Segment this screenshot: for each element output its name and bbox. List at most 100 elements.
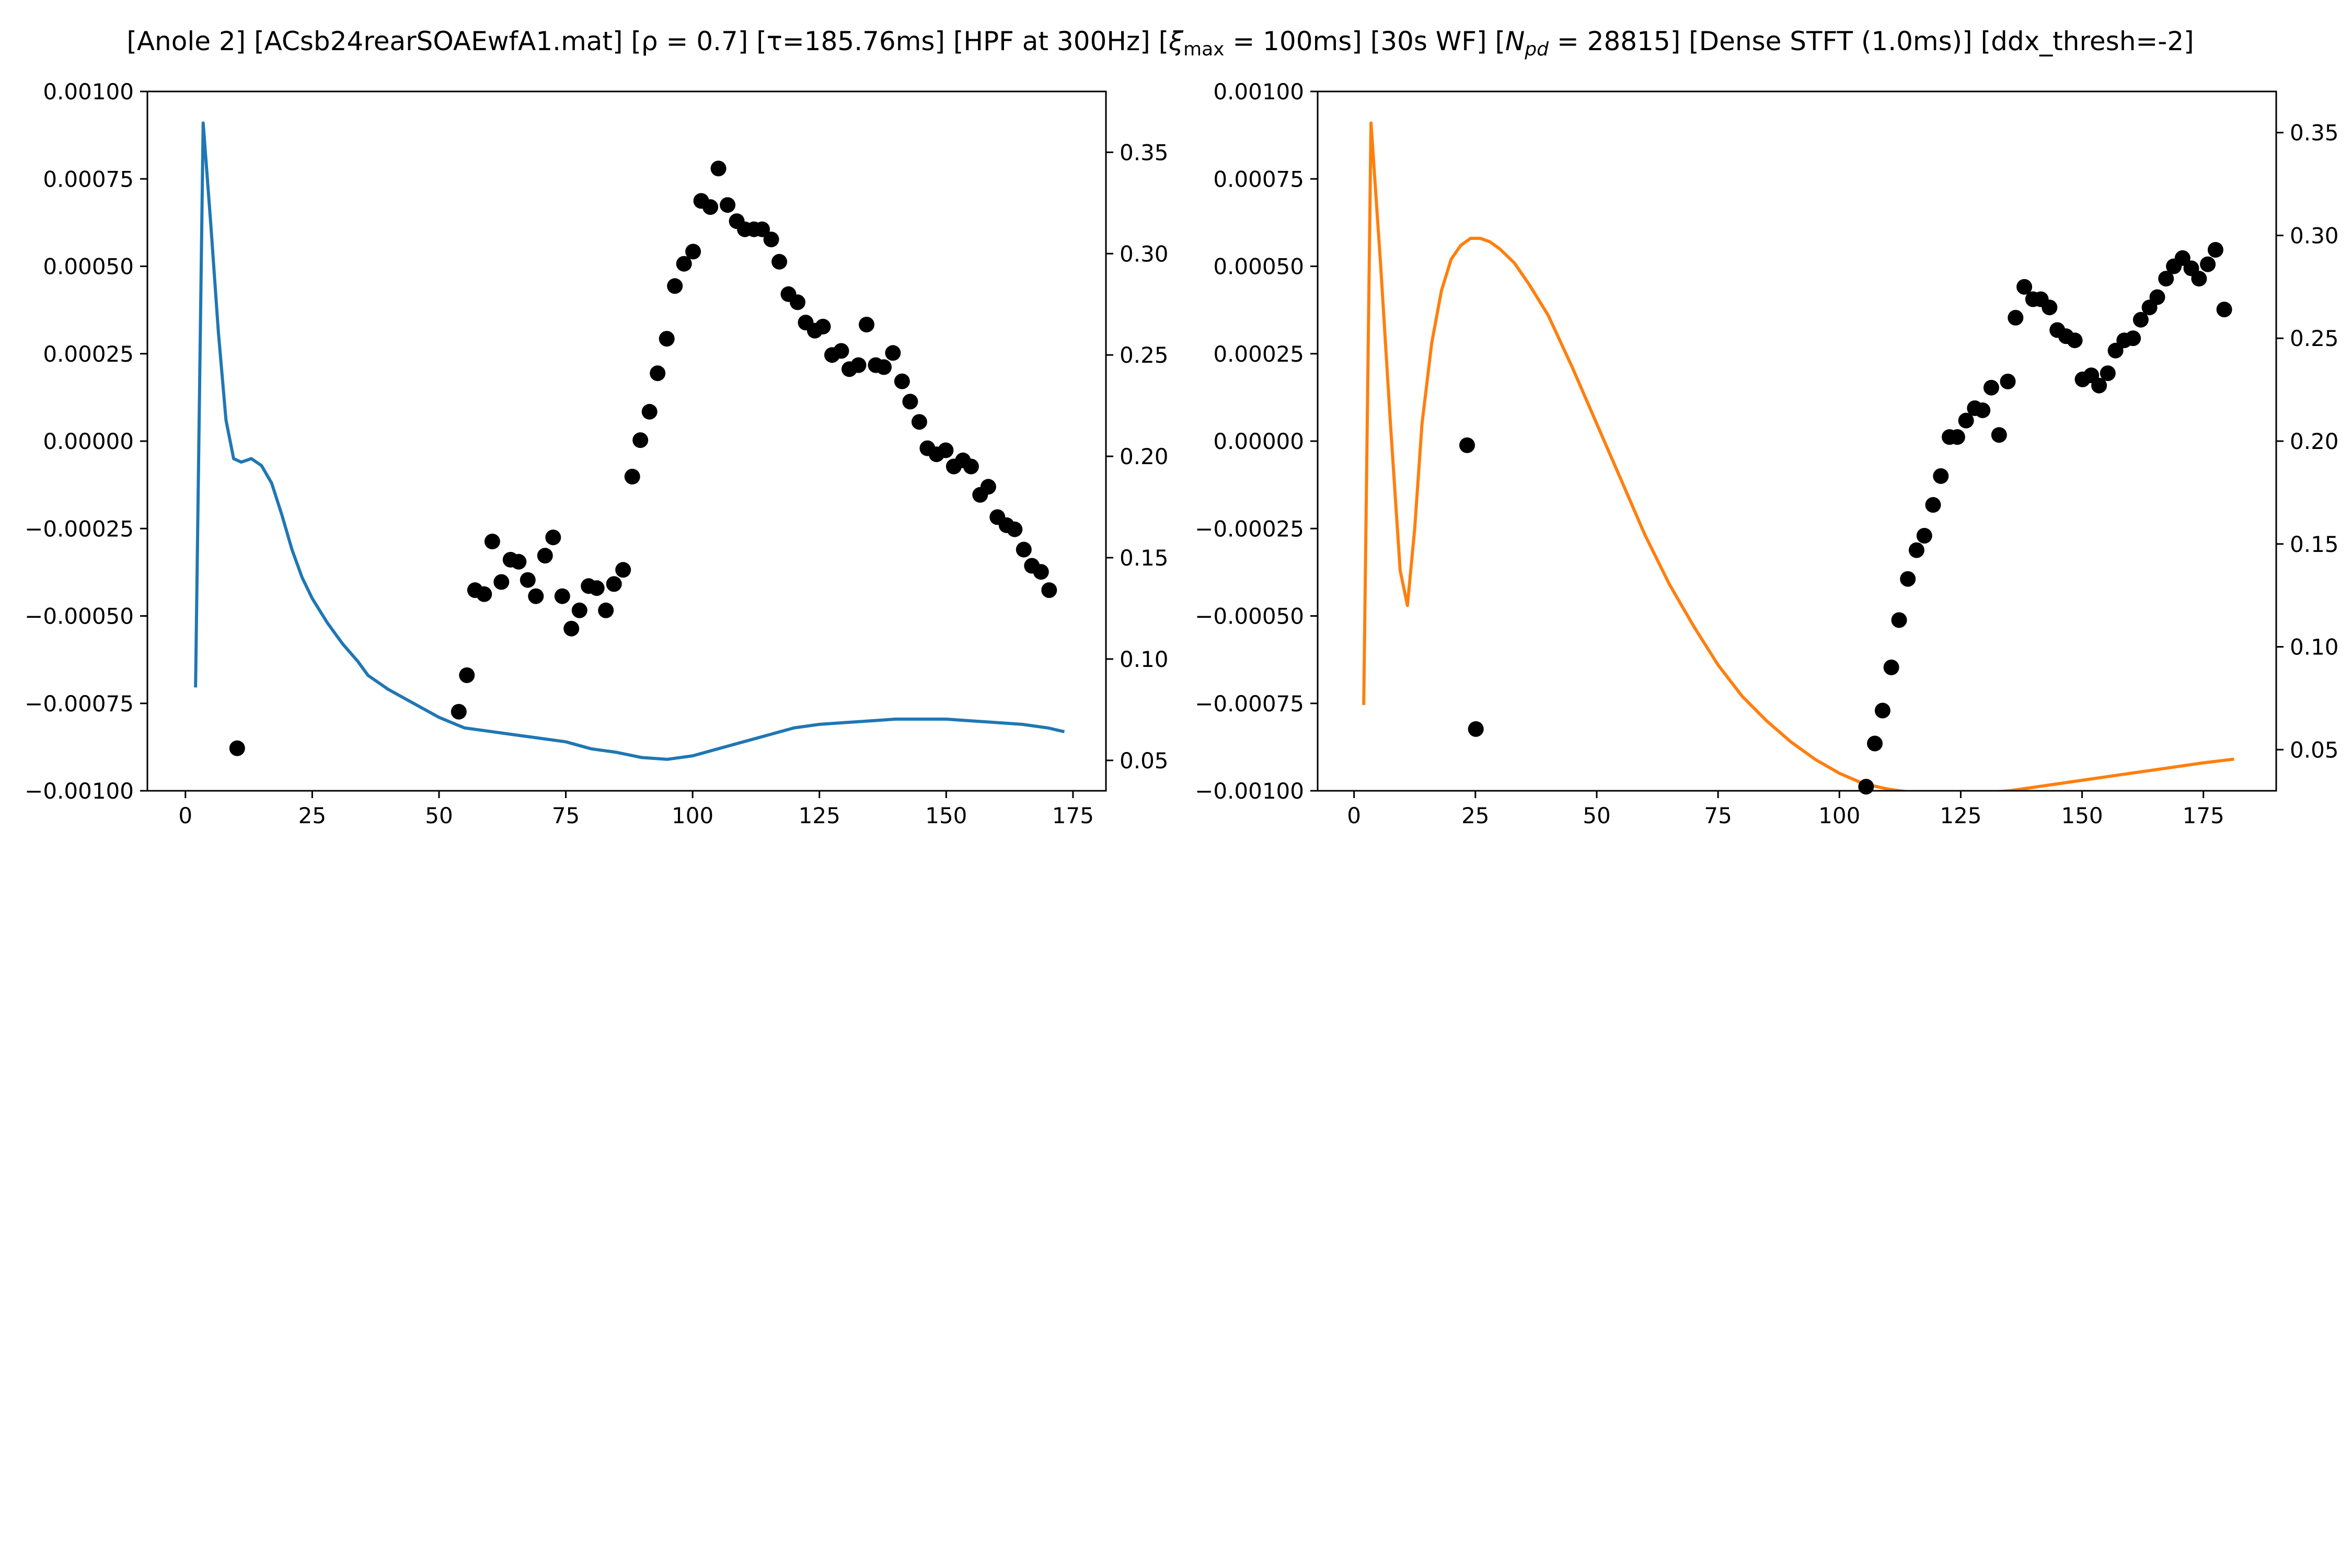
scatter-point (459, 667, 475, 683)
scatter-point (606, 576, 622, 592)
scatter-point (1883, 659, 1899, 675)
scatter-point (685, 244, 701, 260)
scatter-point (1016, 541, 1032, 558)
scatter-point (1991, 427, 2007, 443)
scatter-point (1007, 521, 1023, 537)
scatter-point (624, 468, 640, 485)
scatter-point (859, 317, 874, 332)
x-tick-label: 0 (178, 803, 192, 828)
y-left-tick-label: 0.00025 (1213, 341, 1304, 367)
y-left-tick-label: 0.00025 (43, 341, 134, 367)
x-tick-label: 75 (552, 803, 580, 828)
y-left-tick-label: −0.00050 (1195, 604, 1304, 629)
chart-left: 0 25 50 75 100 125 150 175 0.00100 0.00075 0.00050… (25, 79, 1168, 828)
y-left-tick-label: −0.00025 (1195, 516, 1304, 541)
y-left-tick-label: 0.00050 (43, 254, 134, 280)
scatter-point (790, 294, 805, 310)
figure-title: [Anole 2] [ACsb24rearSOAEwfA1.mat] [ρ = … (126, 26, 2194, 60)
y-right-tick-label: 0.35 (1120, 140, 1169, 165)
scatter-point (537, 548, 553, 564)
scatter-point (2067, 332, 2083, 349)
scatter-point (894, 373, 910, 389)
x-tick-label: 0 (1347, 803, 1361, 828)
scatter-point (815, 318, 831, 335)
y-right-tick-label: 0.10 (2290, 635, 2339, 660)
y-right-tick-label: 0.25 (1120, 342, 1169, 368)
scatter-point (2008, 309, 2024, 326)
scatter-point (2207, 242, 2223, 258)
scatter-point (632, 432, 649, 448)
scatter-point (1867, 735, 1883, 752)
y-right-tick-label: 0.30 (1120, 241, 1169, 267)
scatter-point (493, 574, 510, 590)
y-left-tick-label: 0.00000 (1213, 429, 1304, 454)
scatter-point (1858, 779, 1874, 795)
x-tick-label: 125 (799, 803, 840, 828)
x-tick-label: 175 (2183, 803, 2224, 828)
scatter-point (2091, 377, 2107, 394)
scatter-point (1459, 437, 1475, 453)
scatter-point (2200, 256, 2216, 272)
series-line (1362, 121, 2234, 791)
scatter-point (2158, 271, 2174, 287)
scatter-point (451, 704, 467, 720)
scatter-point (571, 602, 587, 618)
scatter-point (554, 588, 570, 604)
y-left-tick-label: −0.00075 (1195, 691, 1304, 717)
scatter-point (667, 278, 683, 294)
x-tick-label: 100 (672, 803, 713, 828)
scatter-point (1916, 528, 1932, 544)
scatter-point (2191, 271, 2207, 287)
y-right-tick-label: 0.20 (2290, 429, 2339, 454)
x-tick-label: 100 (1818, 803, 1860, 828)
scatter-point (2132, 312, 2149, 328)
y-left-tick-label: 0.00100 (1213, 79, 1304, 105)
scatter-point (641, 403, 658, 420)
scatter-point (1874, 702, 1890, 719)
scatter-point (702, 199, 719, 215)
x-tick-label: 75 (1704, 803, 1732, 828)
y-right-tick-label: 0.30 (2290, 223, 2339, 248)
y-right-tick-label: 0.05 (2290, 737, 2339, 763)
scatter-point (520, 572, 536, 588)
scatter-point (676, 256, 692, 272)
y-left-tick-label: −0.00050 (25, 604, 134, 629)
y-left-tick-label: 0.00075 (43, 166, 134, 192)
x-tick-label: 175 (1052, 803, 1094, 828)
y-right-tick-label: 0.10 (1120, 647, 1169, 672)
scatter-point (229, 740, 245, 756)
y-left-tick-label: 0.00075 (1213, 166, 1304, 192)
scatter-point (1468, 721, 1484, 737)
scatter-point (1958, 412, 1974, 429)
scatter-point (598, 602, 614, 618)
y-right-tick-label: 0.05 (1120, 748, 1169, 774)
y-right-tick-label: 0.25 (2290, 326, 2339, 351)
scatter-point (1041, 582, 1057, 598)
scatter-point (980, 479, 996, 495)
scatter-point (1933, 468, 1949, 484)
scatter-point (528, 588, 544, 604)
scatter-point (2100, 365, 2116, 382)
scatter-point (938, 442, 954, 458)
x-tick-label: 25 (1461, 803, 1489, 828)
y-left-tick-label: −0.00075 (25, 691, 134, 717)
chart-right: 0 25 50 75 100 125 150 175 0.00100 0.00075 0.00050… (1195, 79, 2338, 828)
scatter-point (2016, 279, 2033, 295)
scatter-point (545, 529, 561, 546)
scatter-point (763, 232, 779, 248)
scatter-point (589, 580, 605, 596)
scatter-point (2149, 289, 2165, 305)
scatter-point (1891, 612, 1907, 628)
scatter-point (1908, 542, 1924, 558)
y-right-tick-label: 0.35 (2290, 120, 2339, 146)
scatter-point (650, 365, 666, 382)
scatter-point (710, 160, 727, 177)
scatter-point (2107, 342, 2124, 359)
scatter-point (2000, 373, 2016, 389)
scatter-point (1033, 564, 1049, 580)
y-left-tick-label: 0.00100 (43, 79, 134, 105)
scatter-point (511, 554, 527, 570)
scatter-point (720, 197, 736, 213)
y-left-tick-label: 0.00000 (43, 429, 134, 454)
